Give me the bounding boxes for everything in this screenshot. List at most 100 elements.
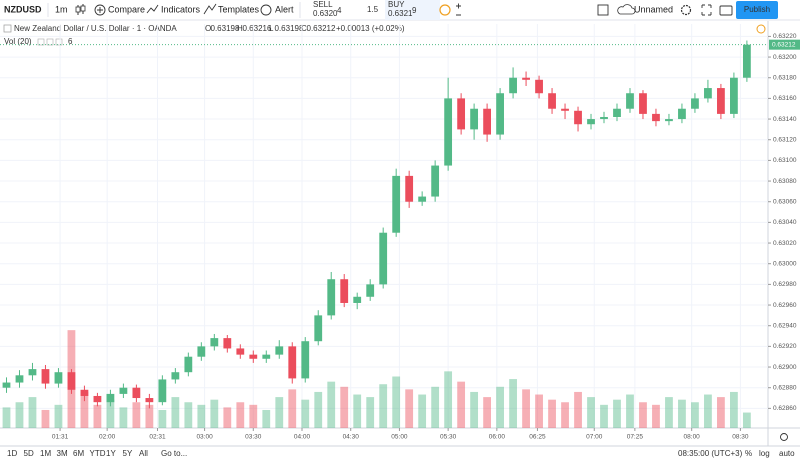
candle-body — [275, 346, 284, 355]
volume-bar — [742, 412, 751, 428]
buy-button[interactable]: BUY 0.6321 9 — [385, 0, 440, 20]
sell-button[interactable]: SELL 0.6320 4 — [313, 0, 342, 18]
volume-bar — [197, 404, 206, 428]
templates-icon[interactable] — [203, 3, 217, 15]
volume-bar — [496, 386, 504, 428]
volume-bar — [158, 409, 167, 428]
log-toggle[interactable]: log — [759, 449, 770, 458]
candle-body — [93, 395, 102, 403]
axis-settings-icon[interactable] — [780, 433, 788, 441]
volume-bar — [301, 399, 310, 428]
volume-bar — [600, 404, 608, 428]
range-button[interactable]: 5Y — [123, 449, 133, 458]
volume-bar — [132, 402, 141, 428]
range-button[interactable]: All — [139, 449, 148, 458]
candles — [2, 40, 751, 409]
volume-bar — [184, 402, 193, 428]
buy-pip: 9 — [412, 6, 417, 15]
volume-bar — [418, 394, 427, 428]
templates[interactable]: Templates — [218, 4, 260, 14]
auto-toggle[interactable]: auto — [779, 449, 795, 458]
interval[interactable]: 1m — [55, 4, 68, 14]
x-tick-label: 01:31 — [52, 434, 69, 441]
goto-button[interactable]: Go to... — [161, 449, 187, 458]
volume-bar — [28, 397, 37, 428]
x-tick-label: 07:00 — [586, 434, 603, 441]
qty-buttons[interactable] — [456, 3, 461, 16]
volume-bar — [457, 381, 466, 428]
candle-body — [652, 113, 660, 122]
snapshot-icon[interactable] — [719, 5, 733, 16]
warning-icon[interactable] — [756, 24, 766, 34]
volume-bar — [145, 404, 154, 428]
compare[interactable]: Compare — [108, 4, 145, 14]
candle-body — [613, 108, 621, 117]
volume-bar — [340, 386, 349, 428]
candle-body — [340, 279, 349, 303]
volume-bar — [171, 397, 180, 428]
volume-bar — [106, 399, 115, 428]
candle-body — [730, 77, 738, 114]
range-button[interactable]: 1D — [7, 449, 17, 458]
settings-icon[interactable] — [680, 4, 692, 16]
volume-bar — [262, 409, 271, 428]
compare-icon[interactable] — [94, 4, 106, 16]
select-box[interactable] — [597, 4, 609, 16]
range-button[interactable]: 1Y — [106, 449, 116, 458]
y-tick-label: 0.62980 — [773, 281, 797, 288]
y-tick-label: 0.62960 — [773, 302, 797, 309]
range-button[interactable]: 5D — [24, 449, 34, 458]
y-tick-label: 0.63160 — [773, 95, 797, 102]
ohlc-value: 0.63212 — [307, 24, 336, 33]
candle-body — [691, 98, 699, 109]
range-button[interactable]: 3M — [57, 449, 68, 458]
symbol[interactable]: NZDUSD — [4, 4, 42, 14]
range-button[interactable]: 1M — [40, 449, 51, 458]
volume-bar — [288, 389, 297, 428]
y-tick-label: 0.63060 — [773, 198, 797, 205]
volume-bar — [665, 397, 673, 428]
legend-icon[interactable] — [55, 38, 63, 46]
sell-pip: 4 — [337, 6, 342, 15]
indicators-icon[interactable] — [146, 4, 159, 14]
volume-bar — [379, 384, 388, 428]
publish-button[interactable] — [736, 1, 778, 19]
clock: 08:35:00 (UTC+3) — [678, 449, 743, 458]
legend-icon[interactable] — [46, 38, 54, 46]
x-tick-label: 03:30 — [245, 434, 262, 441]
candle-body — [639, 93, 647, 114]
x-tick-label: 04:30 — [343, 434, 360, 441]
candle-body — [145, 398, 154, 403]
chart-style-icon[interactable] — [75, 4, 86, 15]
info-icon[interactable] — [439, 4, 451, 16]
volume-bar — [704, 394, 712, 428]
ohlc-value: 0.63198 — [275, 24, 304, 33]
y-tick-label: 0.62880 — [773, 384, 797, 391]
volume-bar — [691, 402, 699, 428]
range-button[interactable]: 6M — [73, 449, 84, 458]
volume-bar — [93, 404, 102, 428]
y-tick-label: 0.63000 — [773, 260, 797, 267]
candle-body — [405, 175, 414, 202]
candle-body — [28, 369, 37, 376]
collapse-icon[interactable] — [3, 24, 12, 33]
x-tick-label: 06:00 — [489, 434, 506, 441]
x-tick-label: 03:00 — [196, 434, 213, 441]
layout-name[interactable]: Unnamed — [634, 4, 673, 14]
candle-body — [626, 93, 634, 109]
indicators[interactable]: Indicators — [161, 4, 201, 14]
cloud-icon[interactable] — [617, 4, 636, 15]
legend-icon[interactable] — [37, 38, 45, 46]
fullscreen-icon[interactable] — [701, 4, 712, 16]
range-button[interactable]: YTD — [90, 449, 106, 458]
volume-bar — [626, 394, 634, 428]
alert[interactable]: Alert — [275, 4, 294, 14]
volume-bar — [405, 389, 414, 428]
candle-body — [353, 296, 362, 303]
volume-bar — [509, 379, 517, 428]
alert-icon[interactable] — [260, 4, 272, 16]
percent-toggle[interactable]: % — [745, 449, 752, 458]
candle-body — [262, 354, 271, 359]
volume-bar — [275, 397, 284, 428]
candle-body — [600, 116, 608, 120]
